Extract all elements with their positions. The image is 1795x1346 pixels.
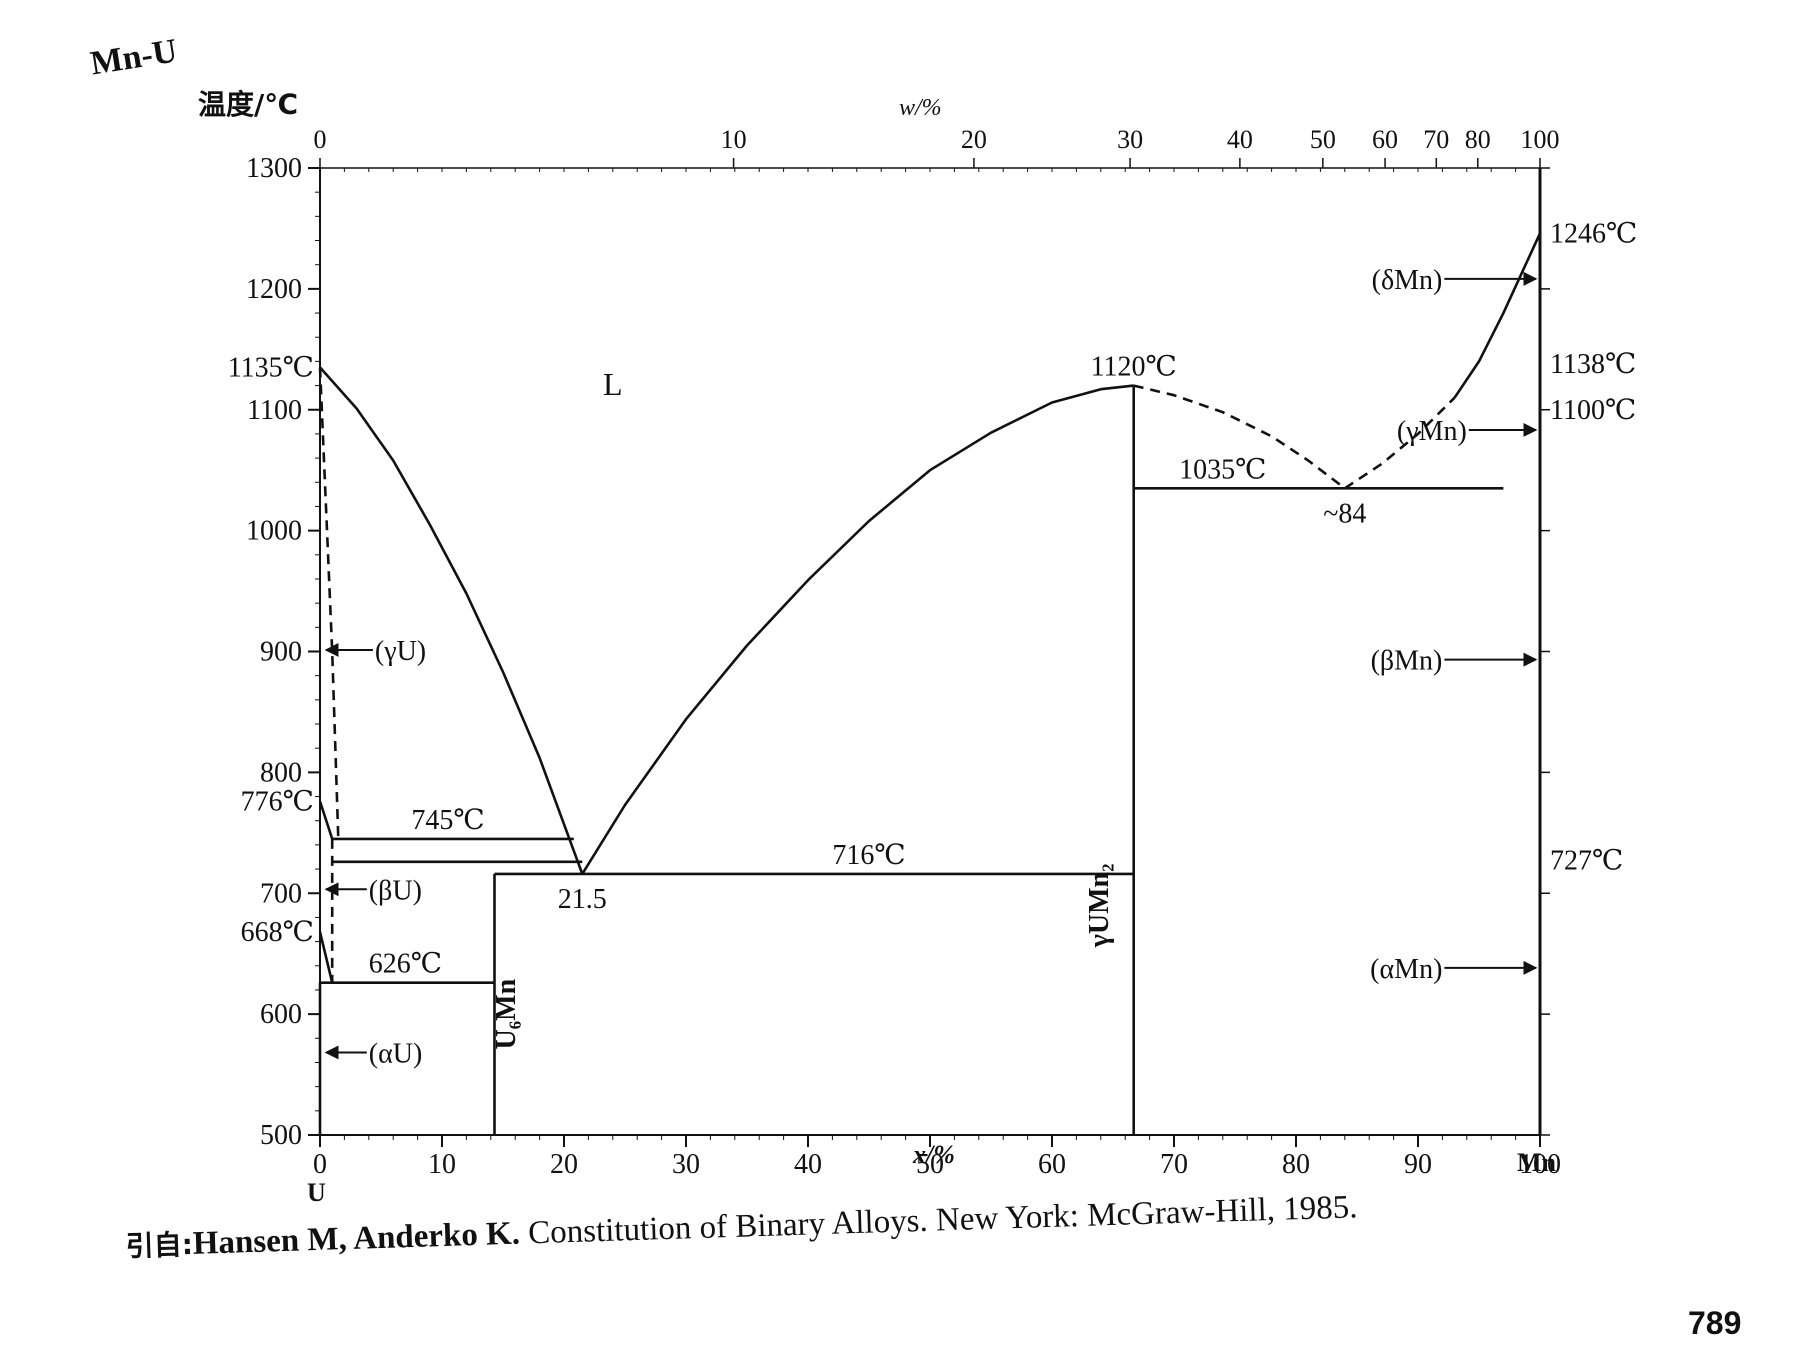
top-tick-label: 40 xyxy=(1227,125,1253,154)
x-tick-label: 70 xyxy=(1160,1149,1188,1180)
top-tick-label: 60 xyxy=(1372,125,1398,154)
y-tick-label: 500 xyxy=(260,1120,302,1151)
phase-label: (γU) xyxy=(375,636,426,667)
phase-boundary xyxy=(318,800,334,840)
dashed-phase-boundary xyxy=(1344,396,1456,490)
phase-label: γUMn₂ xyxy=(1084,863,1115,948)
phase-boundary xyxy=(319,366,584,875)
x-tick-label: 30 xyxy=(672,1149,700,1180)
phase-label: U₆Mn xyxy=(491,978,522,1049)
point-label: 626℃ xyxy=(369,949,442,980)
phase-boundary xyxy=(581,384,1134,875)
point-label: 1246℃ xyxy=(1550,218,1637,249)
point-label: 668℃ xyxy=(241,917,314,948)
page-number: 789 xyxy=(1688,1305,1742,1341)
y-tick-label: 1300 xyxy=(246,153,302,184)
x-tick-label: 20 xyxy=(550,1149,578,1180)
y-tick-label: 1000 xyxy=(246,516,302,547)
x-tick-label: 0 xyxy=(313,1149,327,1180)
point-label: 1100℃ xyxy=(1550,395,1636,426)
point-label: 1135℃ xyxy=(228,352,314,383)
point-label: 727℃ xyxy=(1550,846,1623,877)
point-label: 21.5 xyxy=(558,884,607,915)
dashed-phase-boundary xyxy=(1133,384,1346,490)
top-tick-label: 100 xyxy=(1521,125,1560,154)
top-tick-label: 70 xyxy=(1423,125,1449,154)
x-tick-label: 40 xyxy=(794,1149,822,1180)
phase-label: (αU) xyxy=(369,1038,423,1069)
phase-label: (δMn) xyxy=(1372,265,1443,296)
x-tick-label: 90 xyxy=(1404,1149,1432,1180)
top-axis-label: w/% xyxy=(899,95,942,121)
y-tick-label: 900 xyxy=(260,637,302,668)
labels-layer: 1135℃ 776℃ 668℃ 1246℃ 1138℃ 1100℃ 727℃ 1120℃ 103… xyxy=(228,218,1638,1069)
bottom-axis-label: x/% xyxy=(913,1140,955,1169)
top-tick-label: 50 xyxy=(1310,125,1336,154)
y-tick-label: 600 xyxy=(260,999,302,1030)
citation-prefix: 引自: xyxy=(125,1227,194,1263)
point-label: 716℃ xyxy=(832,840,905,871)
point-label: 1035℃ xyxy=(1179,454,1266,485)
right-end-label: Mn xyxy=(1517,1148,1556,1177)
left-end-label: U xyxy=(307,1178,326,1207)
y-tick-label: 700 xyxy=(260,878,302,909)
x-tick-label: 80 xyxy=(1282,1149,1310,1180)
top-tick-label: 20 xyxy=(961,125,987,154)
point-label: 1138℃ xyxy=(1550,349,1636,380)
point-label: 1120℃ xyxy=(1091,352,1177,383)
y-tick-label: 1100 xyxy=(247,395,302,426)
x-tick-label: 100 xyxy=(1519,1149,1561,1180)
phase-label: (αMn) xyxy=(1370,954,1442,985)
dashed-phase-boundary xyxy=(318,367,340,839)
x-tick-label: 50 xyxy=(916,1149,944,1180)
top-tick-label: 0 xyxy=(314,125,327,154)
point-label: ~84 xyxy=(1323,498,1366,529)
point-label: 745℃ xyxy=(411,805,484,836)
phase-label: (γMn) xyxy=(1397,416,1467,447)
y-tick-label: 1200 xyxy=(246,274,302,305)
point-label: 776℃ xyxy=(241,786,314,817)
top-tick-label: 80 xyxy=(1465,125,1491,154)
phase-boundary xyxy=(318,931,334,984)
top-tick-label: 10 xyxy=(721,125,747,154)
top-tick-label: 30 xyxy=(1117,125,1143,154)
x-tick-label: 10 xyxy=(428,1149,456,1180)
y-axis-label: 温度/℃ xyxy=(198,88,299,121)
phase-label: (βMn) xyxy=(1371,646,1443,677)
phase-label: L xyxy=(603,366,623,402)
y-tick-label: 800 xyxy=(260,757,302,788)
phase-boundary xyxy=(1453,232,1542,399)
x-tick-label: 60 xyxy=(1038,1149,1066,1180)
phase-lines-layer xyxy=(318,232,1542,1135)
phase-label: (βU) xyxy=(369,875,422,906)
